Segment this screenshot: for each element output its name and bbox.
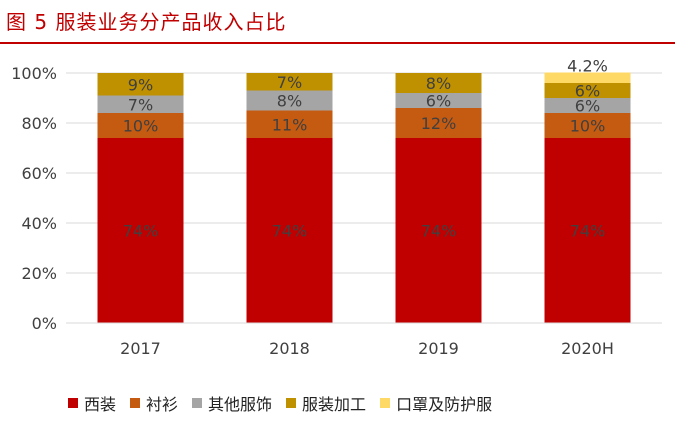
legend-swatch <box>130 398 141 408</box>
data-label: 8% <box>277 92 302 111</box>
bar-segment <box>544 83 631 98</box>
bar-segment <box>246 138 333 323</box>
data-label: 4.2% <box>567 57 608 76</box>
bar-segment <box>544 72 631 83</box>
bar-segment <box>544 138 631 323</box>
data-label: 6% <box>575 82 600 101</box>
bar-segment <box>544 113 631 138</box>
bar-segment <box>97 95 184 113</box>
bar-segment <box>246 90 333 111</box>
bar-segment <box>544 98 631 113</box>
legend-label: 西装 <box>84 395 117 414</box>
x-tick-label: 2017 <box>120 339 161 358</box>
legend-swatch <box>192 398 203 408</box>
data-label: 10% <box>570 117 606 136</box>
data-label: 7% <box>128 95 153 114</box>
bar-segment <box>246 110 333 138</box>
bar-segment <box>395 138 482 323</box>
data-label: 74% <box>123 222 159 241</box>
legend-item: 服装加工 <box>286 391 366 415</box>
figure-header: 图 5 服装业务分产品收入占比 <box>0 0 675 44</box>
legend-swatch <box>68 398 78 408</box>
legend-item: 口罩及防护服 <box>380 391 492 415</box>
y-tick-label: 20% <box>21 264 57 283</box>
data-label: 11% <box>272 115 308 134</box>
bar-segment <box>395 93 482 108</box>
x-tick-label: 2020H <box>561 339 614 358</box>
legend-swatch <box>380 398 391 408</box>
data-label: 74% <box>421 222 457 241</box>
x-tick-label: 2018 <box>269 339 310 358</box>
data-label: 6% <box>575 97 600 116</box>
legend-item: 其他服饰 <box>192 391 272 415</box>
legend-swatch <box>286 398 297 408</box>
bar-segment <box>97 138 184 323</box>
bar-segment <box>97 73 184 96</box>
data-label: 6% <box>426 92 451 111</box>
bar-segment <box>395 108 482 138</box>
legend-item: 衬衫 <box>130 391 178 415</box>
figure-title: 图 5 服装业务分产品收入占比 <box>6 10 287 34</box>
bar-segment <box>97 113 184 138</box>
bar-segment <box>395 73 482 93</box>
data-label: 74% <box>570 222 606 241</box>
legend-label: 口罩及防护服 <box>396 395 493 414</box>
data-label: 74% <box>272 222 308 241</box>
data-label: 12% <box>421 114 457 133</box>
x-tick-label: 2019 <box>418 339 459 358</box>
y-tick-label: 40% <box>21 214 57 233</box>
data-label: 8% <box>426 74 451 93</box>
data-label: 9% <box>128 75 153 94</box>
y-tick-label: 0% <box>32 314 57 333</box>
data-label: 7% <box>277 73 302 92</box>
y-tick-label: 60% <box>21 164 57 183</box>
legend-label: 衬衫 <box>146 395 179 414</box>
legend-item: 西装 <box>68 391 116 415</box>
data-label: 10% <box>123 117 159 136</box>
legend-label: 服装加工 <box>302 395 367 414</box>
legend-label: 其他服饰 <box>208 395 273 414</box>
bar-segment <box>246 73 333 91</box>
chart-legend: 西装 衬衫 其他服饰 服装加工 口罩及防护服 <box>68 391 492 415</box>
y-tick-label: 100% <box>11 64 57 83</box>
y-tick-label: 80% <box>21 114 57 133</box>
